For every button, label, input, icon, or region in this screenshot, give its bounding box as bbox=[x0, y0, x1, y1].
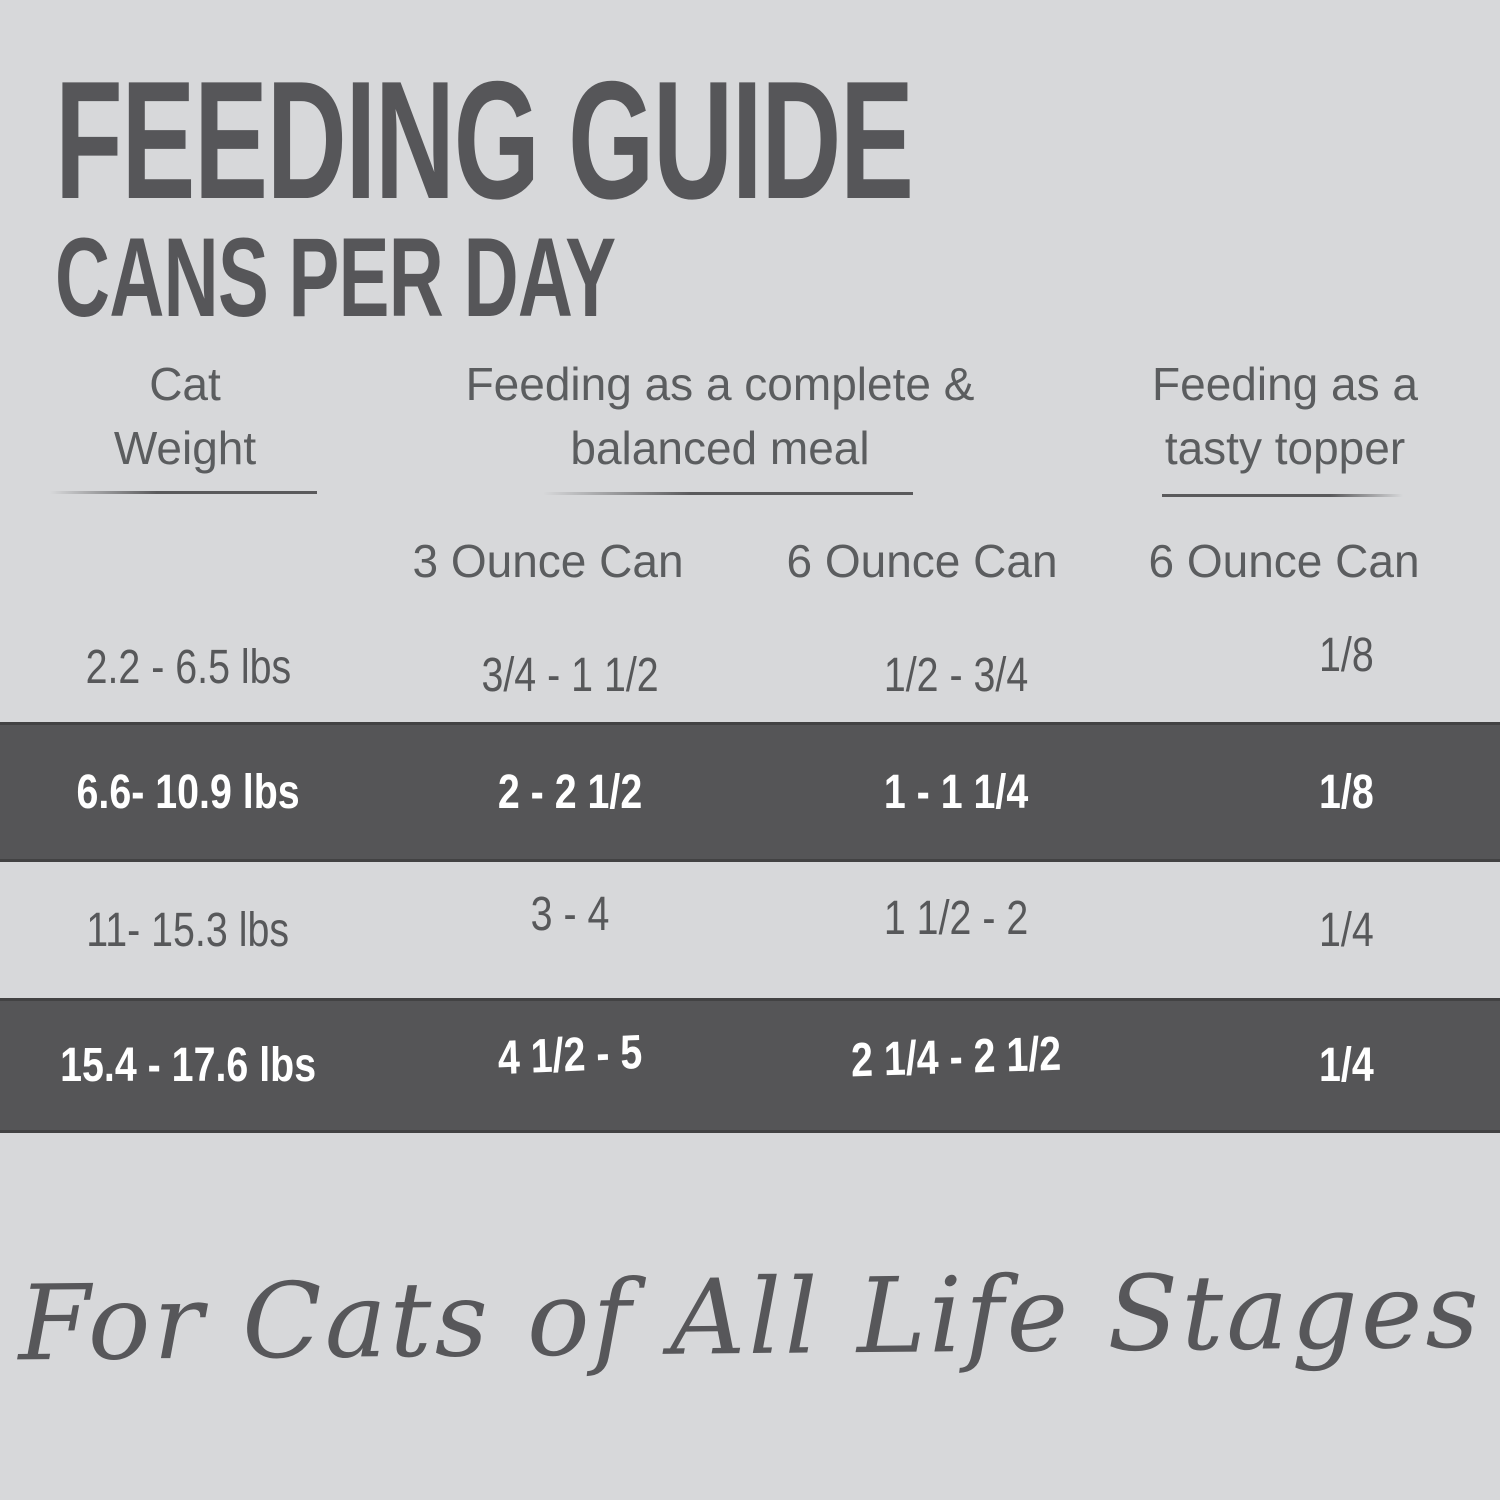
cell-complete-3oz: 4 1/2 - 5 bbox=[497, 1025, 643, 1086]
subheader-6-ounce-can-meal: 6 Ounce Can bbox=[786, 535, 1058, 587]
tagline-all-life-stages: For Cats of All Life Stages bbox=[17, 1249, 1483, 1385]
subheader-6-ounce-can-topper: 6 Ounce Can bbox=[1148, 535, 1420, 587]
table-row-highlighted: 15.4 - 17.6 lbs 4 1/2 - 5 2 1/4 - 2 1/2 … bbox=[0, 998, 1500, 1133]
column-header-line: Weight bbox=[113, 422, 257, 474]
cell-topper-6oz: 1/8 bbox=[1318, 628, 1374, 682]
page-subtitle: CANS PER DAY bbox=[55, 215, 616, 340]
header-underline bbox=[543, 492, 913, 495]
subheader-3-ounce-can: 3 Ounce Can bbox=[412, 535, 684, 587]
column-header-complete-meal: Feeding as a complete & balanced meal bbox=[420, 352, 1020, 480]
cell-complete-3oz: 3 - 4 bbox=[530, 887, 610, 941]
column-header-tasty-topper: Feeding as a tasty topper bbox=[1135, 352, 1435, 480]
cell-cat-weight: 15.4 - 17.6 lbs bbox=[60, 1039, 316, 1092]
column-header-line: tasty topper bbox=[1164, 422, 1406, 474]
header-underline bbox=[50, 491, 317, 494]
cell-cat-weight: 11- 15.3 lbs bbox=[86, 903, 290, 957]
column-header-line: balanced meal bbox=[570, 422, 870, 474]
cell-complete-6oz: 1/2 - 3/4 bbox=[883, 648, 1029, 702]
cell-complete-3oz: 2 - 2 1/2 bbox=[497, 765, 643, 819]
cell-complete-6oz: 1 - 1 1/4 bbox=[883, 765, 1029, 819]
table-row: 2.2 - 6.5 lbs 3/4 - 1 1/2 1/2 - 3/4 1/8 bbox=[0, 612, 1500, 722]
header-underline bbox=[1162, 494, 1403, 497]
column-header-line: Feeding as a bbox=[1152, 358, 1418, 410]
column-header-cat-weight: Cat Weight bbox=[35, 352, 335, 480]
cell-complete-3oz: 3/4 - 1 1/2 bbox=[481, 648, 659, 702]
table-row: 11- 15.3 lbs 3 - 4 1 1/2 - 2 1/4 bbox=[0, 862, 1500, 998]
cell-topper-6oz: 1/4 bbox=[1318, 903, 1374, 957]
cell-topper-6oz: 1/4 bbox=[1318, 1039, 1374, 1092]
cell-cat-weight: 6.6- 10.9 lbs bbox=[76, 765, 300, 819]
column-header-line: Cat bbox=[149, 358, 221, 410]
cell-complete-6oz: 2 1/4 - 2 1/2 bbox=[850, 1027, 1062, 1088]
page-title: FEEDING GUIDE bbox=[55, 46, 914, 234]
cell-complete-6oz: 1 1/2 - 2 bbox=[883, 891, 1029, 945]
cell-cat-weight: 2.2 - 6.5 lbs bbox=[85, 640, 291, 694]
column-header-line: Feeding as a complete & bbox=[465, 358, 975, 410]
table-row-highlighted: 6.6- 10.9 lbs 2 - 2 1/2 1 - 1 1/4 1/8 bbox=[0, 722, 1500, 862]
cell-topper-6oz: 1/8 bbox=[1318, 765, 1374, 819]
